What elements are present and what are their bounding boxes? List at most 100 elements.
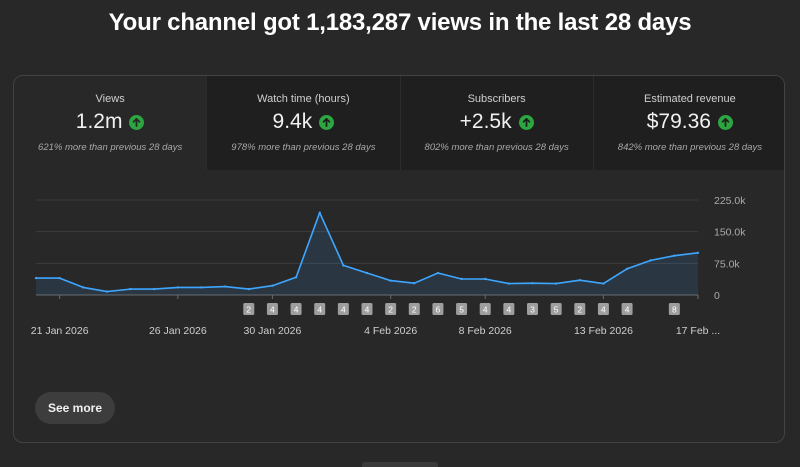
- data-point: [176, 286, 180, 289]
- video-marker: [243, 303, 255, 315]
- video-marker-label: 4: [625, 305, 630, 315]
- bottom-handle: [362, 462, 438, 467]
- data-point: [625, 267, 629, 271]
- y-tick-label: 150.0k: [714, 227, 746, 239]
- data-point: [578, 279, 581, 282]
- video-marker: [597, 303, 609, 315]
- metric-value: 9.4k: [272, 110, 313, 133]
- data-point: [200, 286, 203, 289]
- metric-compare: 802% more than previous 28 days: [424, 142, 569, 153]
- y-tick-label: 0: [714, 290, 720, 302]
- video-marker: [479, 303, 491, 315]
- data-point: [460, 277, 463, 281]
- video-marker-label: 4: [294, 305, 299, 315]
- metric-tab-views[interactable]: Views 1.2m 621% more than previous 28 da…: [14, 76, 208, 170]
- arrow-up-icon: [717, 114, 733, 130]
- data-point: [484, 277, 487, 281]
- video-marker-label: 2: [246, 305, 251, 315]
- x-tick-label: 13 Feb 2026: [574, 325, 633, 337]
- data-point: [129, 287, 132, 291]
- x-tick-label: 21 Jan 2026: [31, 325, 89, 337]
- arrow-up-icon: [518, 114, 534, 130]
- video-marker-label: 2: [577, 305, 582, 315]
- video-marker: [337, 303, 349, 315]
- metric-tab-subscribers[interactable]: Subscribers +2.5k 802% more than previou…: [400, 76, 594, 170]
- metric-label: Subscribers: [467, 93, 526, 105]
- video-marker: [314, 303, 326, 315]
- x-tick-label: 30 Jan 2026: [244, 325, 302, 337]
- video-marker-label: 4: [601, 305, 606, 315]
- data-point: [649, 259, 652, 262]
- metric-tab-revenue[interactable]: Estimated revenue $79.36 842% more than …: [593, 76, 784, 170]
- video-marker: [290, 303, 302, 315]
- metric-label: Views: [95, 93, 125, 105]
- video-marker-label: 8: [672, 305, 677, 315]
- data-point: [294, 276, 298, 279]
- video-marker-label: 5: [459, 305, 464, 315]
- data-point: [58, 276, 61, 280]
- video-marker-label: 4: [341, 305, 346, 315]
- views-area: [36, 212, 698, 295]
- video-marker: [361, 303, 373, 315]
- video-marker: [550, 303, 562, 315]
- page-headline: Your channel got 1,183,287 views in the …: [108, 9, 692, 36]
- arrow-up-icon: [129, 114, 145, 130]
- analytics-card: Views 1.2m 621% more than previous 28 da…: [13, 75, 785, 443]
- data-point: [82, 286, 85, 289]
- data-point: [389, 279, 392, 282]
- x-tick-label: 4 Feb 2026: [364, 325, 417, 337]
- x-tick-label: 26 Jan 2026: [149, 325, 207, 337]
- views-chart[interactable]: 225.0k 150.0k 75.0k 0 2 4 4 4 4 4 2 2 6 5 4 4 3 5 2 4 4 8 21 J…: [14, 170, 785, 380]
- data-point: [153, 287, 156, 291]
- data-point: [34, 276, 38, 280]
- x-tick-label: 17 Feb ...: [676, 325, 720, 337]
- video-marker-label: 4: [317, 305, 322, 315]
- metric-label: Estimated revenue: [644, 93, 736, 105]
- data-point: [673, 254, 676, 257]
- video-marker: [503, 303, 515, 315]
- data-point: [271, 284, 274, 287]
- video-marker: [385, 303, 397, 315]
- data-point: [602, 282, 605, 285]
- data-point: [554, 282, 558, 285]
- video-marker-label: 4: [365, 305, 370, 315]
- see-more-button[interactable]: See more: [35, 392, 115, 424]
- video-marker: [574, 303, 586, 315]
- arrow-up-icon: [319, 114, 335, 130]
- video-marker-label: 4: [506, 305, 511, 315]
- data-point: [247, 287, 250, 291]
- metric-label: Watch time (hours): [257, 93, 350, 105]
- metric-tabs: Views 1.2m 621% more than previous 28 da…: [14, 76, 784, 170]
- video-marker: [668, 303, 680, 315]
- video-marker: [527, 303, 538, 315]
- metric-compare: 621% more than previous 28 days: [38, 142, 183, 153]
- metric-compare: 842% more than previous 28 days: [617, 142, 762, 153]
- video-marker-label: 2: [412, 305, 417, 315]
- metric-value: 1.2m: [75, 110, 123, 133]
- metric-value: $79.36: [646, 110, 711, 133]
- video-marker-label: 2: [388, 305, 393, 315]
- video-marker-label: 4: [483, 305, 488, 315]
- data-point: [413, 281, 416, 285]
- video-marker: [432, 303, 444, 315]
- video-marker-label: 6: [436, 305, 441, 315]
- video-marker-label: 4: [270, 305, 275, 315]
- video-marker: [408, 303, 420, 315]
- y-tick-label: 75.0k: [714, 258, 740, 270]
- data-point: [531, 281, 534, 285]
- video-marker: [621, 303, 633, 315]
- data-point: [223, 285, 227, 288]
- video-marker-label: 5: [554, 305, 559, 315]
- metric-value: +2.5k: [459, 110, 512, 133]
- x-tick-label: 8 Feb 2026: [459, 325, 512, 337]
- data-point: [696, 251, 700, 254]
- metric-tab-watch-time[interactable]: Watch time (hours) 9.4k 978% more than p…: [207, 76, 401, 170]
- y-tick-label: 225.0k: [714, 195, 746, 207]
- video-marker-label: 3: [530, 305, 535, 315]
- data-point: [365, 271, 369, 275]
- data-point: [342, 264, 345, 267]
- data-point: [436, 271, 440, 275]
- video-marker: [456, 303, 468, 315]
- metric-compare: 978% more than previous 28 days: [231, 142, 376, 153]
- video-marker: [266, 303, 278, 315]
